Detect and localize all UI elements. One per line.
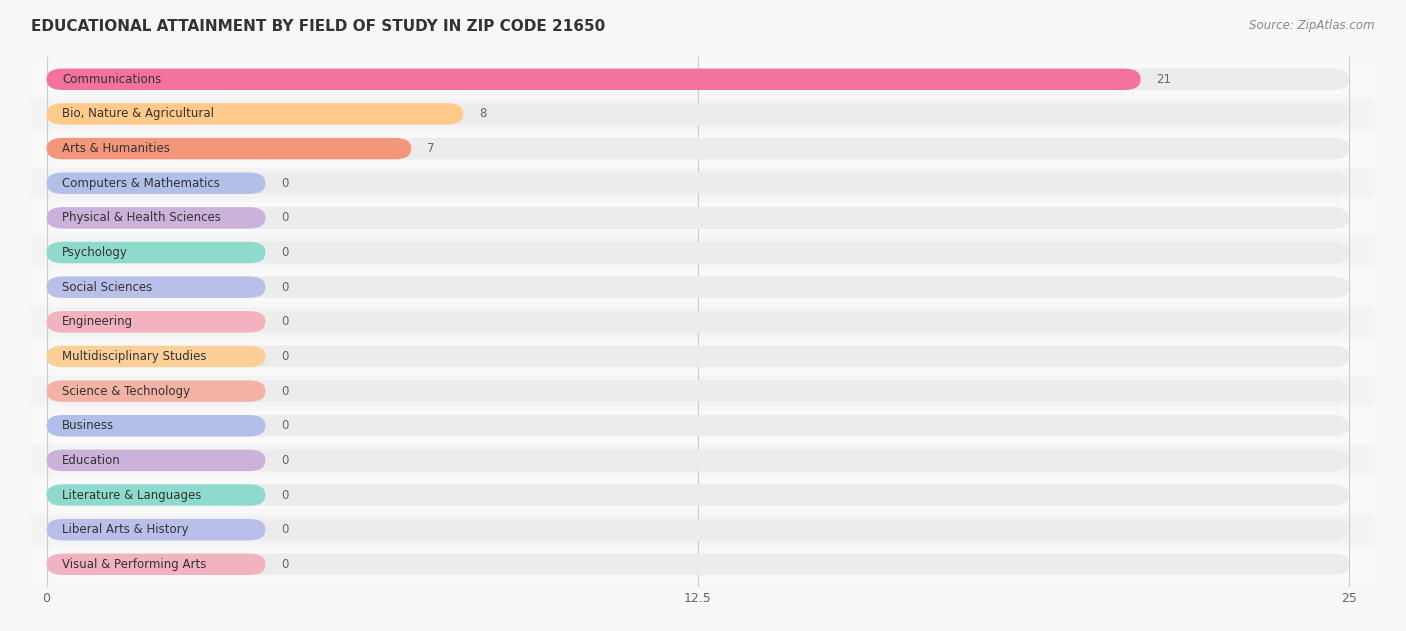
FancyBboxPatch shape	[46, 207, 266, 228]
FancyBboxPatch shape	[46, 242, 266, 263]
Text: Literature & Languages: Literature & Languages	[62, 488, 201, 502]
FancyBboxPatch shape	[46, 519, 266, 540]
Text: EDUCATIONAL ATTAINMENT BY FIELD OF STUDY IN ZIP CODE 21650: EDUCATIONAL ATTAINMENT BY FIELD OF STUDY…	[31, 19, 605, 34]
FancyBboxPatch shape	[21, 550, 1375, 579]
Text: 0: 0	[281, 454, 288, 467]
FancyBboxPatch shape	[21, 341, 1375, 372]
Text: Physical & Health Sciences: Physical & Health Sciences	[62, 211, 221, 225]
FancyBboxPatch shape	[46, 553, 266, 575]
Text: 0: 0	[281, 211, 288, 225]
Text: 0: 0	[281, 350, 288, 363]
Text: 8: 8	[479, 107, 486, 121]
Text: 0: 0	[281, 523, 288, 536]
FancyBboxPatch shape	[46, 69, 1140, 90]
FancyBboxPatch shape	[46, 172, 266, 194]
FancyBboxPatch shape	[46, 103, 464, 125]
Text: 0: 0	[281, 246, 288, 259]
FancyBboxPatch shape	[21, 480, 1375, 510]
FancyBboxPatch shape	[21, 376, 1375, 406]
FancyBboxPatch shape	[21, 64, 1375, 94]
FancyBboxPatch shape	[21, 99, 1375, 129]
Text: Liberal Arts & History: Liberal Arts & History	[62, 523, 188, 536]
FancyBboxPatch shape	[46, 311, 1348, 333]
Text: Psychology: Psychology	[62, 246, 128, 259]
FancyBboxPatch shape	[21, 272, 1375, 302]
Text: 0: 0	[281, 419, 288, 432]
FancyBboxPatch shape	[21, 134, 1375, 163]
Text: 0: 0	[281, 385, 288, 398]
Text: Bio, Nature & Agricultural: Bio, Nature & Agricultural	[62, 107, 214, 121]
FancyBboxPatch shape	[46, 138, 1348, 160]
Text: Source: ZipAtlas.com: Source: ZipAtlas.com	[1250, 19, 1375, 32]
Text: Visual & Performing Arts: Visual & Performing Arts	[62, 558, 207, 571]
FancyBboxPatch shape	[46, 380, 266, 402]
Text: 7: 7	[427, 142, 434, 155]
Text: Business: Business	[62, 419, 114, 432]
FancyBboxPatch shape	[21, 238, 1375, 268]
FancyBboxPatch shape	[21, 307, 1375, 337]
Text: 21: 21	[1156, 73, 1171, 86]
Text: Communications: Communications	[62, 73, 162, 86]
Text: 0: 0	[281, 316, 288, 328]
FancyBboxPatch shape	[46, 276, 1348, 298]
Text: Engineering: Engineering	[62, 316, 134, 328]
FancyBboxPatch shape	[21, 203, 1375, 233]
FancyBboxPatch shape	[46, 311, 266, 333]
Text: Social Sciences: Social Sciences	[62, 281, 152, 293]
Text: Multidisciplinary Studies: Multidisciplinary Studies	[62, 350, 207, 363]
FancyBboxPatch shape	[46, 484, 1348, 506]
Text: 0: 0	[281, 281, 288, 293]
FancyBboxPatch shape	[46, 450, 266, 471]
FancyBboxPatch shape	[46, 484, 266, 506]
Text: 0: 0	[281, 488, 288, 502]
FancyBboxPatch shape	[46, 519, 1348, 540]
Text: Computers & Mathematics: Computers & Mathematics	[62, 177, 221, 190]
FancyBboxPatch shape	[21, 445, 1375, 475]
FancyBboxPatch shape	[21, 411, 1375, 440]
Text: Arts & Humanities: Arts & Humanities	[62, 142, 170, 155]
FancyBboxPatch shape	[46, 415, 266, 437]
FancyBboxPatch shape	[46, 450, 1348, 471]
Text: 0: 0	[281, 177, 288, 190]
FancyBboxPatch shape	[46, 415, 1348, 437]
Text: Science & Technology: Science & Technology	[62, 385, 190, 398]
FancyBboxPatch shape	[46, 172, 1348, 194]
FancyBboxPatch shape	[46, 346, 266, 367]
Text: Education: Education	[62, 454, 121, 467]
FancyBboxPatch shape	[46, 346, 1348, 367]
FancyBboxPatch shape	[46, 276, 266, 298]
Text: 0: 0	[281, 558, 288, 571]
FancyBboxPatch shape	[46, 69, 1348, 90]
FancyBboxPatch shape	[21, 168, 1375, 198]
FancyBboxPatch shape	[46, 207, 1348, 228]
FancyBboxPatch shape	[21, 515, 1375, 545]
FancyBboxPatch shape	[46, 242, 1348, 263]
FancyBboxPatch shape	[46, 138, 411, 160]
FancyBboxPatch shape	[46, 380, 1348, 402]
FancyBboxPatch shape	[46, 553, 1348, 575]
FancyBboxPatch shape	[46, 103, 1348, 125]
